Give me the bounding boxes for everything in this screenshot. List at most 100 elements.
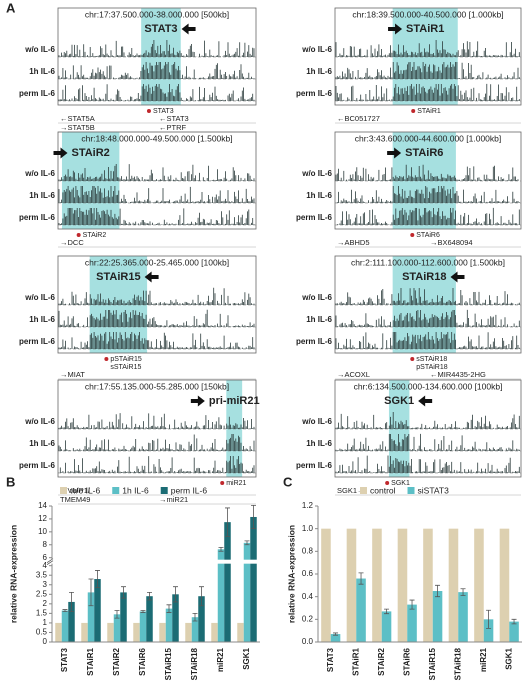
signal [58,434,255,451]
signal [335,309,520,327]
bar [243,542,251,642]
signal [336,207,520,225]
bar [330,634,341,642]
panel-label: B [6,474,15,489]
track-frame [57,131,257,230]
legend-label: w/o IL-6 [69,485,101,495]
gene-label: ←BC051727 [337,114,380,123]
x-tick-label: STAiR2 [377,647,386,675]
legend-swatch [60,487,67,494]
error-bar [95,570,100,589]
bar [432,591,443,642]
track-label: perm IL-6 [19,89,56,98]
signal [58,62,255,79]
gene-label: →DCC [60,238,84,247]
error-bar [435,584,441,598]
legend-swatch [112,487,120,494]
bar [397,528,408,642]
highlight [388,380,410,477]
region-title: SGK1 [384,395,414,407]
y-tick-label: 3 [43,580,48,589]
x-tick-label: STAiR2 [112,647,121,675]
region-title: STAiR2 [72,147,110,159]
region: chr:22:25.365.000-25.465.000 [100kb] [85,257,229,267]
y-tick-label: 1.0 [302,524,314,533]
mark-label: STAiR1 [417,108,441,115]
error-bar [173,586,178,603]
direction-arrow [418,395,433,407]
y-tick-label: 1.2 [302,501,314,510]
legend-swatch [160,487,168,494]
region-title: STAiR18 [402,271,446,283]
y-tick-label: 0.5 [36,628,48,637]
legend-swatch [407,487,415,494]
y-tick-label: 10 [38,527,47,536]
signal [335,433,520,451]
error-bar [460,588,466,596]
bar [217,549,225,642]
bar [499,528,510,642]
track-label: perm IL-6 [19,337,56,346]
gene-label: ←STAT5A [60,114,95,123]
signal [58,40,255,57]
gene-label: →BX648094 [430,238,473,247]
direction-arrow [387,147,402,159]
track-label: w/o IL-6 [24,169,55,178]
bar [107,622,114,642]
y-tick-label: 4 [43,561,48,570]
legend-label: siSTAT3 [418,485,450,495]
signal [335,62,520,79]
x-tick-label: SGK1 [504,647,513,669]
signal [58,208,255,225]
signal [335,83,520,101]
y-tick-label: 12 [38,514,47,523]
bar [448,528,459,642]
error-bar [244,540,250,546]
signal [58,309,255,327]
bar [372,528,382,642]
x-tick-label: miR21 [479,647,488,672]
x-tick-label: SGK1 [242,647,251,669]
bar [250,516,257,642]
region: chr:17:55.135.000-55.285.000 [150kb] [85,381,229,391]
x-tick-label: STAiR6 [138,647,147,675]
bar [159,622,166,642]
gene-label: →ABHD5 [337,238,370,247]
bar [113,614,121,642]
error-bar [166,604,172,613]
bar [55,622,62,642]
y-tick-label: 2.5 [36,589,48,598]
x-tick-label: STAiR6 [402,647,411,675]
x-tick-label: STAiR15 [428,647,437,680]
axis-break [50,559,260,564]
y-tick-label: 1.5 [36,608,48,617]
y-tick-label: 2 [43,599,48,608]
track-label: w/o IL-6 [301,169,332,178]
bar [139,611,147,642]
error-bar [199,586,204,607]
bar [185,622,192,642]
error-bar [121,586,126,599]
signal [335,332,520,349]
error-bar [218,546,224,552]
track-label: 1h IL-6 [306,67,332,76]
direction-arrow [450,271,465,283]
y-tick-label: 1 [43,618,48,627]
bar [483,619,494,642]
region: chr:18:48.000.000-49.500.000 [1.500kb] [81,133,232,143]
y-tick-label: 8 [43,540,48,549]
direction-arrow [144,271,159,283]
track-label: w/o IL-6 [24,45,55,54]
signal [335,164,519,181]
gene-label: →STAT5B [60,123,95,132]
track-label: perm IL-6 [296,461,333,470]
region: chr:18:39.500.000-40.500.000 [1.000kb] [352,9,503,19]
legend-label: 1h IL-6 [122,485,149,495]
mark-dot [411,109,416,113]
error-bar [511,618,517,625]
error-bar [358,572,364,585]
error-bar [140,610,146,613]
bar [509,621,519,642]
